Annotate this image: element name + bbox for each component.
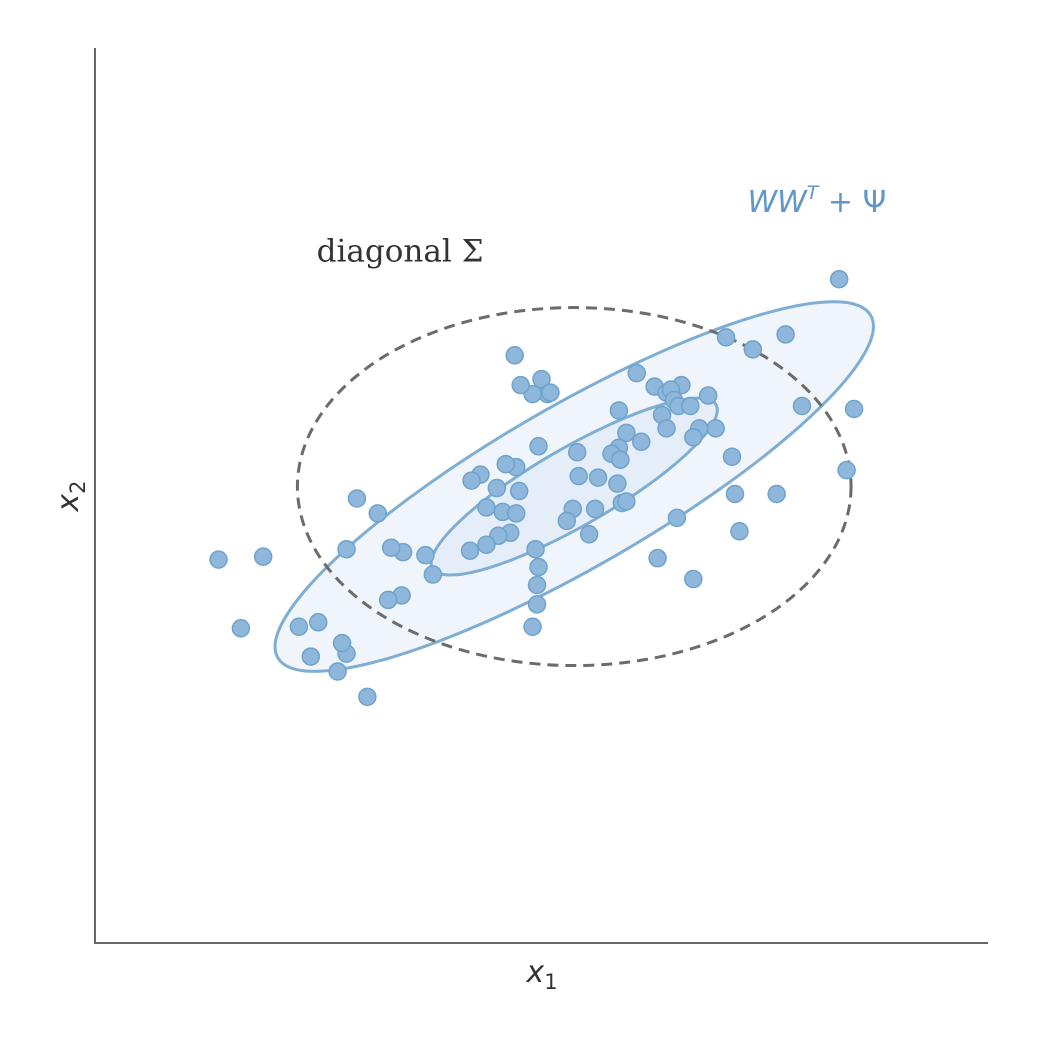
data-point	[585, 499, 605, 519]
data-point	[301, 647, 321, 666]
data-point	[611, 450, 630, 469]
data-point	[511, 375, 530, 395]
data-point	[698, 386, 718, 405]
data-point	[378, 590, 398, 610]
data-point	[648, 548, 667, 568]
data-point	[767, 484, 786, 504]
data-point	[569, 466, 588, 486]
data-point	[681, 396, 700, 416]
data-point	[526, 539, 545, 559]
wwt-psi-label: WWT + Ψ	[747, 182, 886, 220]
y-axis-label: x2	[51, 480, 90, 512]
point-layer	[209, 269, 864, 707]
data-point	[460, 541, 480, 560]
data-point	[541, 383, 560, 402]
data-point	[381, 538, 401, 557]
data-point	[776, 325, 795, 344]
data-point	[347, 489, 367, 508]
data-point	[506, 504, 526, 523]
data-point	[477, 498, 496, 517]
data-point	[509, 481, 529, 501]
x-axis-label: x1	[525, 955, 557, 994]
data-point	[627, 363, 647, 383]
data-point	[617, 423, 636, 443]
data-point	[706, 419, 725, 438]
data-point	[792, 396, 812, 416]
data-point	[328, 662, 347, 681]
data-point	[609, 401, 629, 420]
data-point	[588, 468, 608, 487]
data-point	[289, 617, 309, 637]
data-point	[725, 484, 745, 504]
data-point	[368, 504, 388, 523]
data-point	[487, 478, 507, 498]
data-point	[657, 419, 676, 438]
data-point	[557, 511, 577, 531]
data-point	[722, 447, 742, 466]
data-point	[523, 617, 542, 637]
data-point	[496, 454, 516, 474]
data-point	[416, 545, 435, 565]
data-point	[579, 525, 599, 544]
data-point	[743, 340, 763, 359]
data-point	[332, 633, 352, 653]
data-point	[829, 269, 849, 289]
data-point	[617, 492, 636, 511]
data-point	[837, 460, 856, 480]
data-point	[309, 613, 328, 632]
data-point	[231, 619, 251, 638]
diagonal-sigma-label: diagonal Σ	[317, 233, 484, 269]
data-point	[529, 437, 548, 456]
data-point	[527, 595, 547, 614]
data-point	[567, 442, 587, 462]
data-point	[358, 687, 377, 707]
data-point	[423, 565, 443, 584]
data-point	[730, 522, 749, 541]
data-point	[667, 508, 687, 528]
data-point	[844, 399, 864, 419]
data-point	[716, 328, 736, 347]
data-point	[253, 547, 273, 566]
data-point	[684, 428, 703, 447]
data-point	[608, 474, 627, 493]
data-point	[527, 575, 547, 595]
data-point	[462, 471, 481, 490]
data-point	[209, 550, 228, 569]
diagonal-covariance-ellipse	[295, 306, 853, 668]
data-point	[505, 346, 524, 365]
data-point	[337, 539, 356, 559]
data-point	[631, 432, 651, 452]
data-point	[684, 569, 703, 589]
data-point	[529, 557, 548, 577]
data-point	[477, 535, 496, 554]
